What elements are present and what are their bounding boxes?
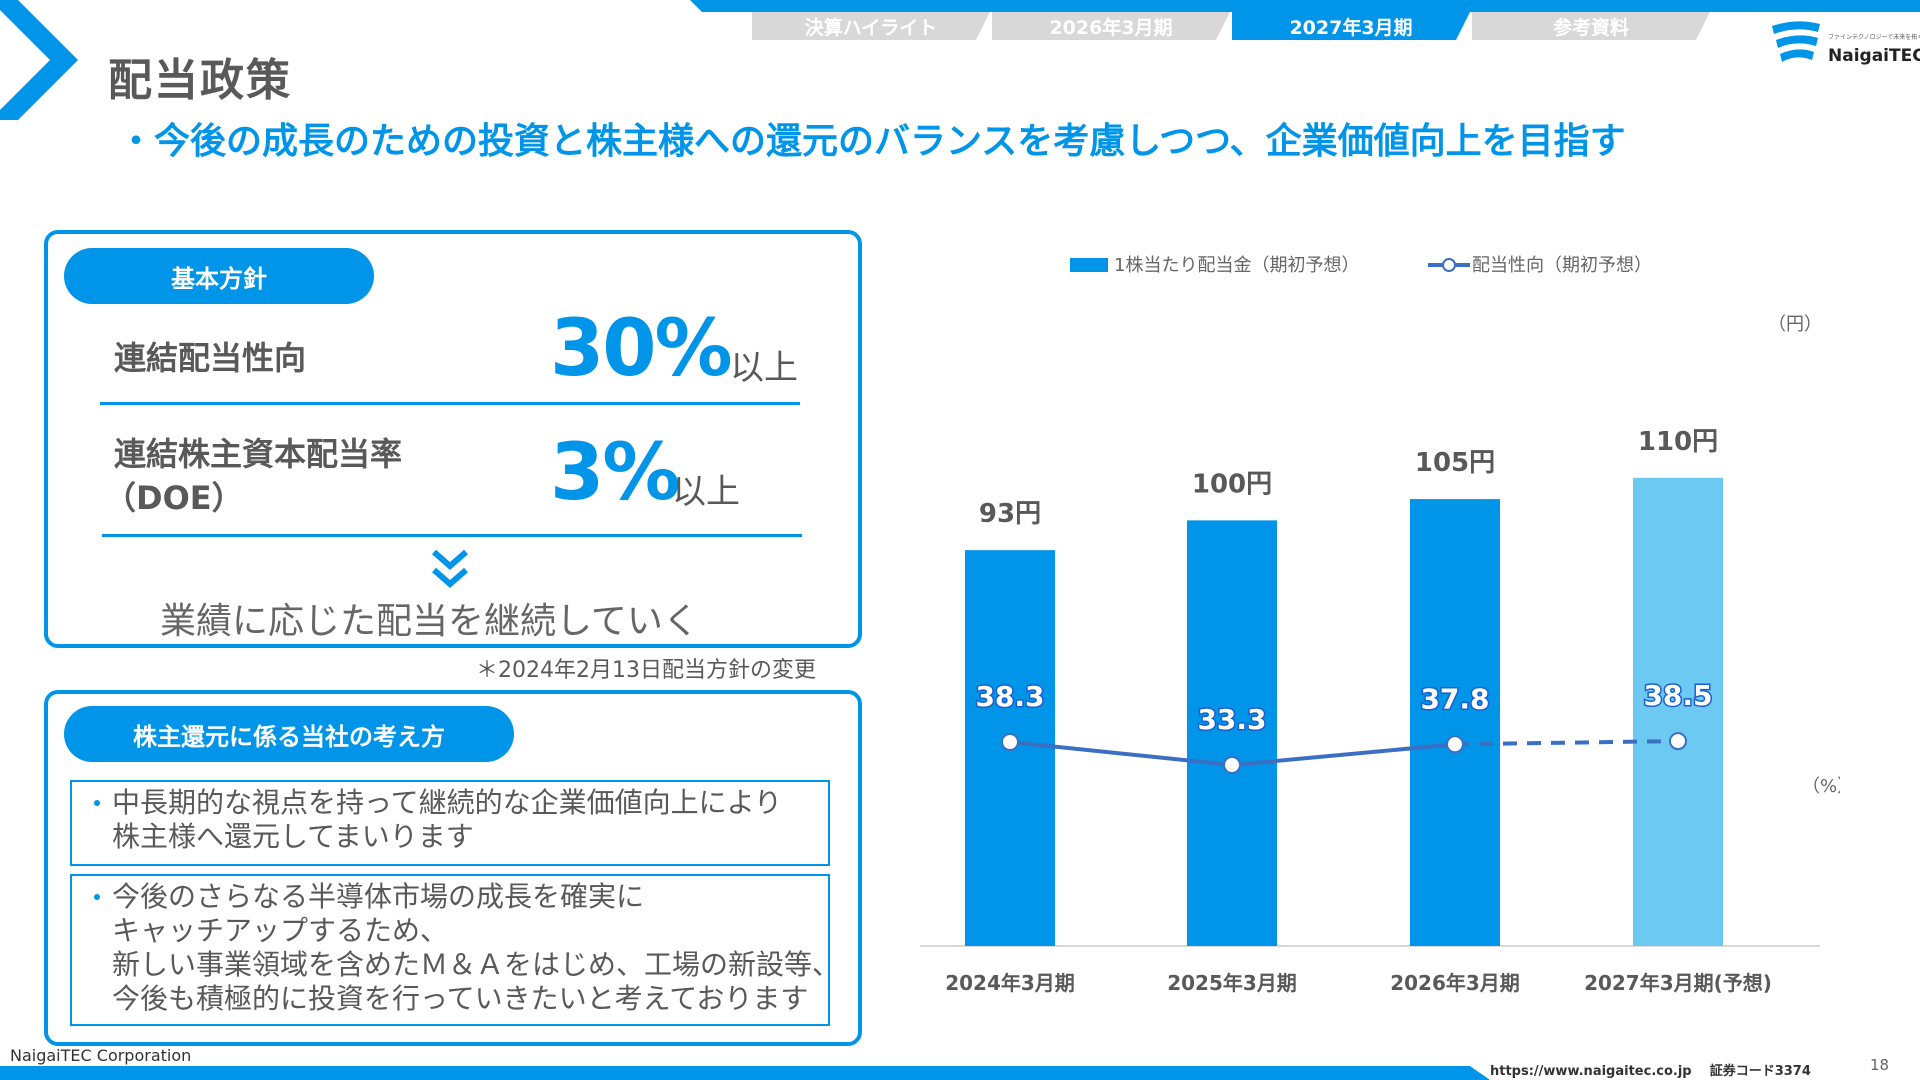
page-subtitle: ・今後の成長のための投資と株主様への還元のバランスを考慮しつつ、企業価値向上を目… [118, 121, 1626, 162]
footer-url[interactable]: https://www.naigaitec.co.jp [1490, 1064, 1692, 1079]
bullet-item-2-text: 今後のさらなる半導体市場の成長を確実に キャッチアップするため、 新しい事業領域… [112, 880, 841, 1015]
right-axis-unit: （%） [1802, 776, 1840, 797]
payout-point-0 [1001, 733, 1019, 751]
payout-point-1 [1223, 756, 1241, 774]
payout-ratio-value: 30% [550, 304, 733, 394]
bar-value-label-2: 105円 [1415, 448, 1495, 478]
payout-label-3: 38.5 [1643, 679, 1712, 712]
doe-value: 3% [550, 428, 680, 518]
tab-fy2027[interactable]: 2027年3月期 [1232, 12, 1470, 40]
doe-label-line2: （DOE） [104, 479, 244, 517]
payout-line-segment-0 [1009, 740, 1233, 767]
bullet-dot-icon [94, 800, 100, 806]
footer-stock-code: 証券コード3374 [1709, 1064, 1811, 1079]
payout-ratio-suffix: 以上 [730, 348, 798, 388]
policy-footnote: ＊2024年2月13日配当方針の変更 [476, 658, 816, 683]
payout-line-segment-1 [1231, 742, 1456, 767]
payout-point-3 [1669, 732, 1687, 751]
payout-label-0: 38.3 [975, 680, 1044, 713]
left-axis-unit: （円） [1768, 314, 1822, 335]
bar-3 [1633, 477, 1723, 946]
bullet-item-2: 今後のさらなる半導体市場の成長を確実に キャッチアップするため、 新しい事業領域… [70, 874, 840, 1026]
bar-value-label-1: 100円 [1192, 469, 1272, 499]
payout-label-1: 33.3 [1197, 703, 1266, 736]
x-tick-label-2: 2026年3月期 [1390, 971, 1520, 995]
legend-marker-payout [1442, 258, 1456, 272]
legend-label-payout: 配当性向（期初予想） [1472, 255, 1652, 276]
logo-wordmark: NaigaiTEC [1828, 46, 1920, 66]
doe-suffix: 以上 [672, 472, 740, 512]
payout-ratio-label: 連結配当性向 [114, 339, 307, 377]
page-number: 18 [1870, 1056, 1890, 1074]
tab-highlights[interactable]: 決算ハイライト [752, 12, 990, 40]
bar-value-label-3: 110円 [1638, 427, 1718, 457]
basic-policy-pill: 基本方針 [64, 248, 374, 304]
policy-conclusion: 業績に応じた配当を継続していく [160, 601, 699, 642]
bar-value-label-0: 93円 [979, 499, 1041, 529]
payout-label-2: 37.8 [1420, 682, 1489, 715]
double-chevron-down-icon [432, 549, 468, 588]
header-chevron-icon [0, 0, 78, 120]
top-accent-strip [690, 0, 1920, 12]
bullet-dot-icon [94, 894, 100, 900]
divider-line [102, 534, 802, 537]
divider-line [100, 402, 800, 405]
legend-swatch-dividend [1070, 258, 1108, 272]
x-tick-label-0: 2024年3月期 [945, 971, 1075, 995]
payout-line-segment-2 [1454, 739, 1679, 747]
footer-company: NaigaiTEC Corporation [10, 1046, 192, 1065]
tab-reference[interactable]: 参考資料 [1472, 12, 1710, 40]
footer-url-code: https://www.naigaitec.co.jp 証券コード3374 [1490, 1060, 1811, 1079]
x-tick-label-1: 2025年3月期 [1167, 971, 1297, 995]
doe-label-line1: 連結株主資本配当率 [114, 435, 403, 473]
bullet-item-1: 中長期的な視点を持って継続的な企業価値向上により 株主様へ還元してまいります [70, 780, 830, 866]
bar-1 [1187, 520, 1277, 946]
bar-2 [1410, 499, 1500, 946]
legend-label-dividend: 1株当たり配当金（期初予想） [1114, 255, 1359, 276]
shareholder-return-pill: 株主還元に係る当社の考え方 [64, 706, 514, 762]
footer-accent-bar [0, 1066, 1490, 1080]
payout-point-2 [1446, 735, 1464, 754]
bullet-item-1-text: 中長期的な視点を持って継続的な企業価値向上により 株主様へ還元してまいります [112, 786, 783, 853]
tab-fy2026[interactable]: 2026年3月期 [992, 12, 1230, 40]
company-logo-icon [1772, 21, 1820, 62]
page-title: 配当政策 [108, 55, 292, 106]
x-tick-label-3: 2027年3月期(予想) [1584, 971, 1772, 995]
logo-tagline: ファインテクノロジーで未来を拓く [1828, 34, 1920, 41]
dividend-chart: 1株当たり配当金（期初予想） 配当性向（期初予想） （円） （%） 93円 202… [920, 255, 1840, 995]
